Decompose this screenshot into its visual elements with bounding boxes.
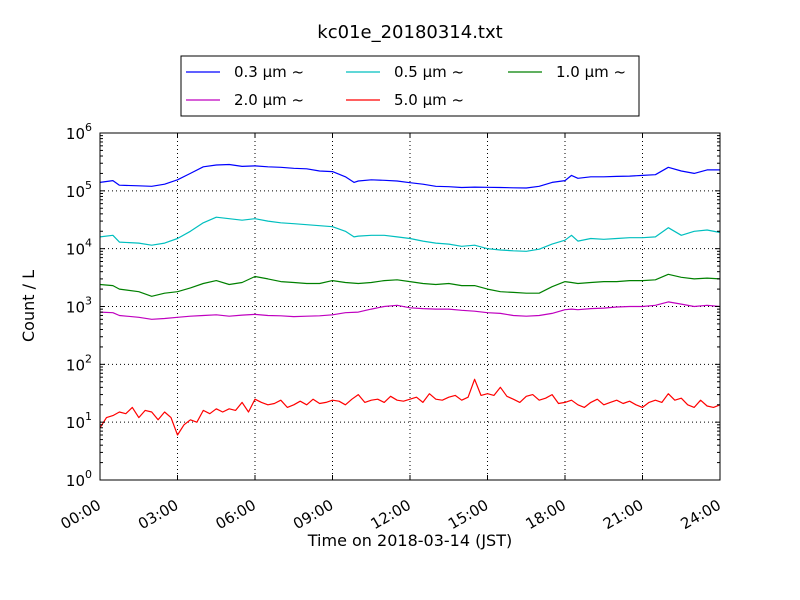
chart-title: kc01e_20180314.txt: [317, 22, 502, 43]
y-tick-label-base: 10: [66, 299, 85, 317]
y-tick-label-exponent: 4: [85, 237, 92, 250]
y-tick-label: 104: [66, 237, 92, 259]
y-tick-label: 102: [66, 352, 92, 374]
y-tick-label-exponent: 3: [85, 295, 92, 308]
y-tick-label-exponent: 5: [85, 179, 92, 192]
series-line-1: [99, 216, 721, 252]
y-tick-label-exponent: 1: [85, 410, 92, 423]
legend-item: 1.0 µm ~: [508, 63, 626, 81]
ticks: [99, 132, 721, 481]
series-line-0: [99, 163, 720, 189]
legend-item: 0.3 µm ~: [186, 63, 304, 81]
legend-label: 5.0 µm ~: [394, 91, 464, 109]
legend-item: 0.5 µm ~: [346, 63, 464, 81]
y-tick-label: 105: [66, 179, 92, 201]
y-tick-label-base: 10: [66, 414, 85, 432]
legend-label: 2.0 µm ~: [234, 91, 304, 109]
y-tick-label: 106: [66, 121, 92, 143]
x-axis-title: Time on 2018-03-14 (JST): [307, 531, 512, 550]
legend-box: [180, 55, 640, 117]
legend: 0.3 µm ~ 0.5 µm ~ 1.0 µm ~ 2.0 µm ~ 5.0 µm ~: [180, 55, 640, 117]
y-tick-label-base: 10: [66, 183, 85, 201]
y-tick-label: 100: [66, 468, 92, 490]
y-tick-label: 101: [66, 410, 92, 432]
y-tick-label-base: 10: [66, 125, 85, 143]
legend-label: 1.0 µm ~: [556, 63, 626, 81]
series-group: [99, 163, 721, 436]
y-tick-label-exponent: 2: [85, 352, 92, 365]
y-tick-label-base: 10: [66, 472, 85, 490]
series-line-3: [99, 301, 721, 320]
y-tick-label-base: 10: [66, 241, 85, 259]
legend-item: 2.0 µm ~: [186, 91, 304, 109]
plot-area: [99, 132, 721, 481]
legend-label: 0.3 µm ~: [234, 63, 304, 81]
y-tick-label-exponent: 0: [85, 468, 92, 481]
series-line-4: [99, 378, 721, 436]
legend-item: 5.0 µm ~: [346, 91, 464, 109]
series-line-2: [99, 273, 721, 297]
y-tick-label-exponent: 6: [85, 121, 92, 134]
legend-label: 0.5 µm ~: [394, 63, 464, 81]
y-axis-title: Count / L: [19, 270, 38, 342]
y-tick-label-base: 10: [66, 356, 85, 374]
y-tick-label: 103: [66, 295, 92, 317]
